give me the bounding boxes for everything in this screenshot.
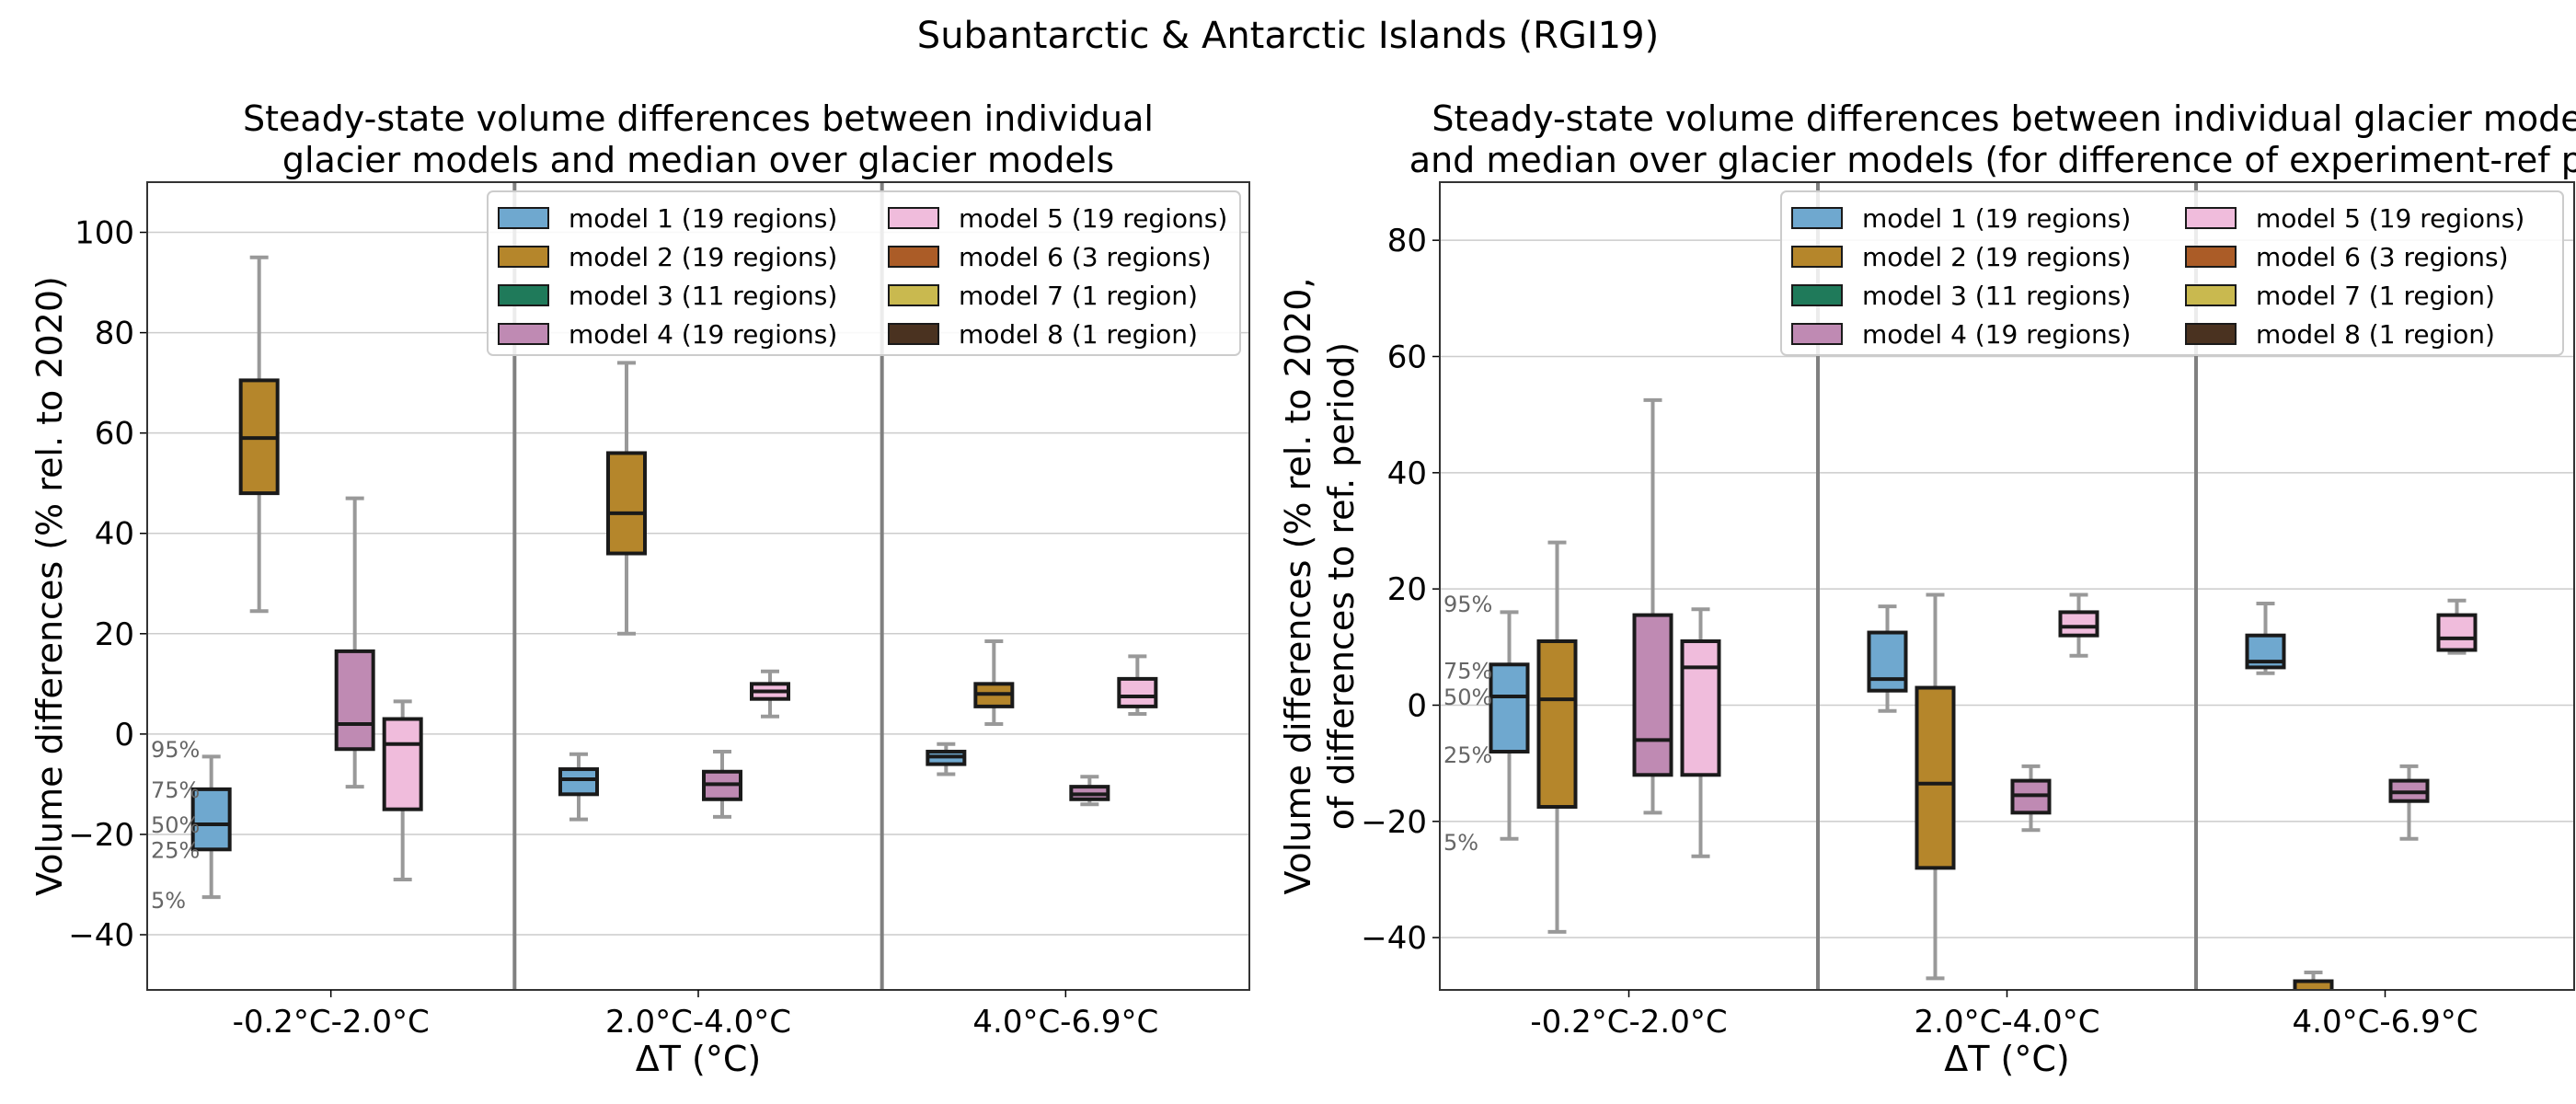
y-tick-label: 20 bbox=[95, 616, 134, 653]
legend-label: model 2 (19 regions) bbox=[1862, 242, 2131, 272]
boxes-group bbox=[1489, 397, 2478, 990]
box-model-2 bbox=[606, 451, 647, 556]
y-tick-label: 80 bbox=[1387, 223, 1427, 259]
legend-swatch bbox=[888, 207, 939, 229]
legend-label: model 6 (3 regions) bbox=[959, 242, 1212, 272]
panel-title-line: Steady-state volume differences between … bbox=[1432, 98, 2576, 139]
left-boxplot-panel: −40 −20 0 20 40 60 80 100 95% 75% 50%25% 5% -0.2°C-2… bbox=[29, 98, 1250, 1079]
quantile-label: 75% bbox=[1443, 659, 1492, 684]
y-tick-label: 60 bbox=[95, 416, 134, 453]
legend-label: model 5 (19 regions) bbox=[959, 203, 1227, 234]
x-tick-label: 4.0°C-6.9°C bbox=[972, 1004, 1158, 1041]
y-tick-label: 40 bbox=[95, 516, 134, 553]
legend-label: model 1 (19 regions) bbox=[569, 203, 837, 234]
quantile-label: 75% bbox=[151, 777, 200, 803]
y-tick-label: −20 bbox=[68, 817, 134, 854]
quantile-label: 50% bbox=[151, 812, 200, 838]
legend-swatch bbox=[888, 323, 939, 345]
legend-label: model 7 (1 region) bbox=[959, 281, 1198, 311]
legend-label: model 8 (1 region) bbox=[2256, 319, 2495, 350]
legend-label: model 2 (19 regions) bbox=[569, 242, 837, 272]
right-boxplot-panel: −40 −20 0 20 40 60 80 95% 75%50% 25% 5% -0.2°C-2.0°… bbox=[1278, 98, 2576, 1079]
y-tick-label: −40 bbox=[68, 917, 134, 954]
box-model-4 bbox=[1632, 613, 1673, 777]
box-model-2 bbox=[2293, 979, 2334, 990]
box-model-2 bbox=[1536, 639, 1578, 810]
legend-label: model 3 (11 regions) bbox=[1862, 281, 2131, 311]
legend-swatch bbox=[1791, 207, 1843, 229]
legend-swatch bbox=[498, 207, 549, 229]
figure-suptitle: Subantarctic & Antarctic Islands (RGI19) bbox=[917, 15, 1659, 57]
box-model-2 bbox=[1915, 685, 1956, 870]
box-model-1 bbox=[558, 767, 599, 797]
legend-swatch bbox=[2185, 207, 2237, 229]
legend-swatch bbox=[498, 246, 549, 268]
y-tick-label: 60 bbox=[1387, 339, 1427, 375]
legend-swatch bbox=[2185, 246, 2237, 268]
y-tick-label: 80 bbox=[95, 316, 134, 352]
panel-title-line: Steady-state volume differences between … bbox=[243, 98, 1154, 139]
box-model-1 bbox=[1867, 630, 1908, 693]
legend-label: model 6 (3 regions) bbox=[2256, 242, 2509, 272]
quantile-label: 50% bbox=[1443, 684, 1492, 710]
panel-title-line: glacier models and median over glacier m… bbox=[282, 140, 1114, 180]
legend-swatch bbox=[2185, 284, 2237, 306]
y-tick-label: 0 bbox=[1407, 687, 1427, 724]
legend-swatch bbox=[888, 246, 939, 268]
y-tick-label: 20 bbox=[1387, 571, 1427, 608]
x-tick-label: 2.0°C-4.0°C bbox=[1915, 1004, 2100, 1041]
box-model-1 bbox=[190, 787, 232, 852]
legend: model 1 (19 regions) model 2 (19 regions)… bbox=[487, 190, 1241, 356]
x-tick-label: 4.0°C-6.9°C bbox=[2293, 1004, 2478, 1041]
x-tick-label: 2.0°C-4.0°C bbox=[605, 1004, 791, 1041]
legend-frame bbox=[1780, 190, 2564, 356]
y-axis-label-line: Volume differences (% rel. to 2020) bbox=[29, 276, 70, 896]
x-tick-label: -0.2°C-2.0°C bbox=[1530, 1004, 1727, 1041]
legend-swatch bbox=[1791, 284, 1843, 306]
legend-label: model 1 (19 regions) bbox=[1862, 203, 2131, 234]
y-axis-label-line: Volume differences (% rel. to 2020, bbox=[1278, 278, 1318, 895]
y-tick-label: −40 bbox=[1361, 920, 1427, 957]
box-model-5 bbox=[2058, 610, 2099, 638]
legend-swatch bbox=[498, 284, 549, 306]
quantile-label: 5% bbox=[151, 888, 186, 914]
quantile-label: 95% bbox=[151, 737, 200, 763]
quantile-label: 25% bbox=[151, 837, 200, 863]
quantile-label: 95% bbox=[1443, 592, 1492, 617]
legend: model 1 (19 regions) model 2 (19 regions)… bbox=[1780, 190, 2564, 356]
legend-label: model 8 (1 region) bbox=[959, 319, 1198, 350]
legend-swatch bbox=[498, 323, 549, 345]
box-model-5 bbox=[2436, 613, 2478, 652]
legend-label: model 3 (11 regions) bbox=[569, 281, 837, 311]
quantile-label: 25% bbox=[1443, 742, 1492, 768]
x-axis-label: ΔT (°C) bbox=[636, 1039, 761, 1079]
legend-swatch bbox=[2185, 323, 2237, 345]
legend-label: model 5 (19 regions) bbox=[2256, 203, 2524, 234]
x-axis-label: ΔT (°C) bbox=[1944, 1039, 2069, 1079]
boxes-group bbox=[190, 255, 1158, 900]
y-tick-label: 100 bbox=[75, 215, 134, 252]
legend-frame bbox=[487, 190, 1241, 356]
box-model-4 bbox=[334, 649, 375, 752]
legend-label: model 7 (1 region) bbox=[2256, 281, 2495, 311]
x-tick-label: -0.2°C-2.0°C bbox=[233, 1004, 430, 1041]
quantile-label: 5% bbox=[1443, 830, 1478, 856]
panel-title-line: and median over glacier models (for diff… bbox=[1409, 140, 2576, 180]
legend-swatch bbox=[1791, 246, 1843, 268]
legend-label: model 4 (19 regions) bbox=[569, 319, 837, 350]
y-tick-label: −20 bbox=[1361, 804, 1427, 841]
legend-swatch bbox=[1791, 323, 1843, 345]
y-tick-label: 0 bbox=[114, 717, 134, 753]
box-model-5 bbox=[1680, 639, 1721, 777]
legend-label: model 4 (19 regions) bbox=[1862, 319, 2131, 350]
y-tick-label: 40 bbox=[1387, 455, 1427, 492]
box-model-5 bbox=[382, 717, 423, 811]
legend-swatch bbox=[888, 284, 939, 306]
box-model-1 bbox=[1489, 662, 1530, 754]
y-axis-label-line: of differences to ref. period) bbox=[1321, 342, 1362, 830]
box-model-5 bbox=[1117, 676, 1158, 708]
